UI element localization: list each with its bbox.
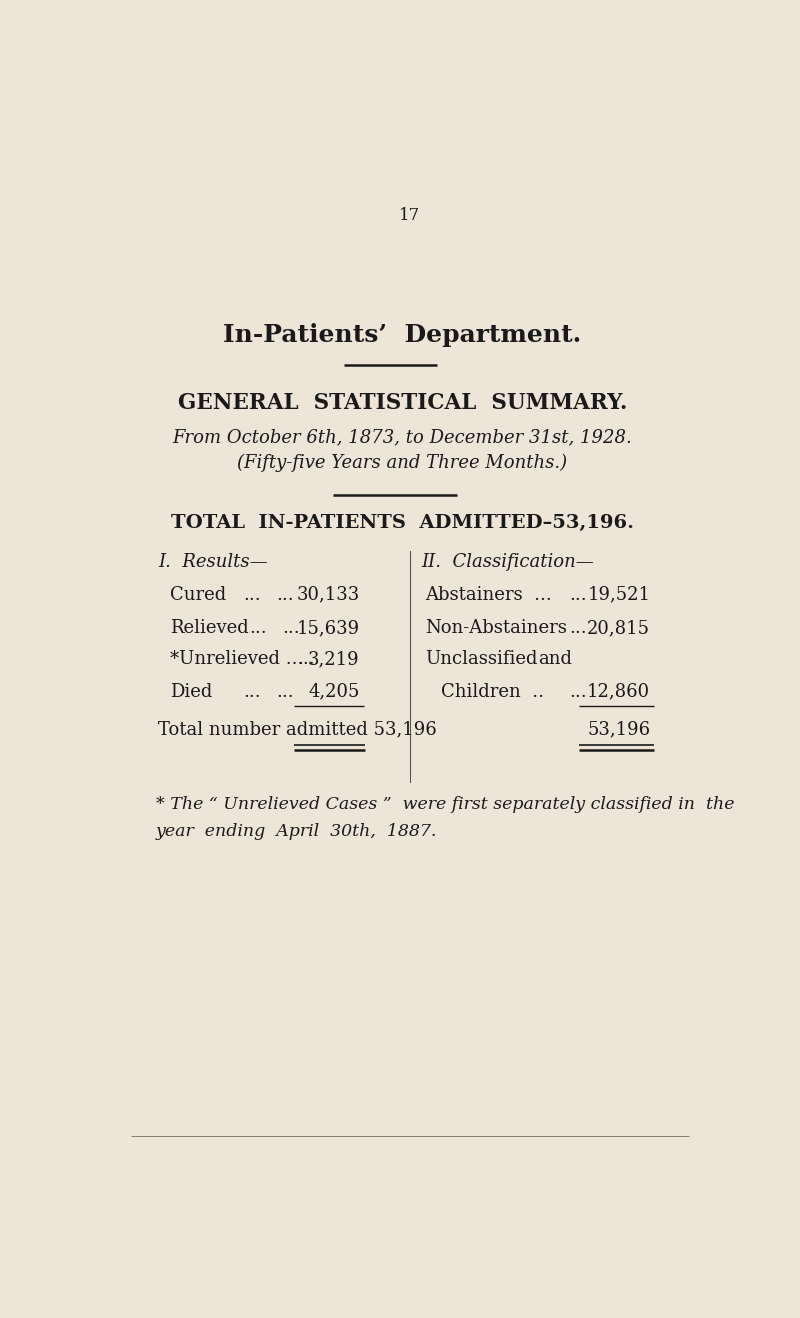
Text: TOTAL  IN-PATIENTS  ADMITTED–53,196.: TOTAL IN-PATIENTS ADMITTED–53,196. bbox=[170, 514, 634, 532]
Text: and: and bbox=[538, 650, 572, 668]
Text: From October 6th, 1873, to December 31st, 1928.: From October 6th, 1873, to December 31st… bbox=[172, 428, 632, 445]
Text: Abstainers  ...: Abstainers ... bbox=[426, 585, 552, 604]
Text: 4,205: 4,205 bbox=[308, 683, 360, 701]
Text: Unclassified: Unclassified bbox=[426, 650, 538, 668]
Text: ...: ... bbox=[243, 585, 261, 604]
Text: ...: ... bbox=[249, 619, 266, 637]
Text: Relieved: Relieved bbox=[170, 619, 249, 637]
Text: year  ending  April  30th,  1887.: year ending April 30th, 1887. bbox=[156, 824, 437, 841]
Text: (Fifty-five Years and Three Months.): (Fifty-five Years and Three Months.) bbox=[237, 453, 567, 472]
Text: I.  Results—: I. Results— bbox=[158, 554, 268, 572]
Text: 19,521: 19,521 bbox=[587, 585, 650, 604]
Text: In-Patients’  Department.: In-Patients’ Department. bbox=[223, 323, 582, 347]
Text: Cured: Cured bbox=[170, 585, 226, 604]
Text: ...: ... bbox=[277, 585, 294, 604]
Text: 3,219: 3,219 bbox=[308, 650, 360, 668]
Text: Total number admitted 53,196: Total number admitted 53,196 bbox=[158, 721, 437, 738]
Text: II.  Classification—: II. Classification— bbox=[422, 554, 594, 572]
Text: 12,860: 12,860 bbox=[587, 683, 650, 701]
Text: 30,133: 30,133 bbox=[296, 585, 360, 604]
Text: ...: ... bbox=[282, 619, 300, 637]
Text: GENERAL  STATISTICAL  SUMMARY.: GENERAL STATISTICAL SUMMARY. bbox=[178, 391, 627, 414]
Text: * The “ Unrelieved Cases ”  were first separately classified in  the: * The “ Unrelieved Cases ” were first se… bbox=[156, 796, 734, 813]
Text: Non-Abstainers: Non-Abstainers bbox=[426, 619, 567, 637]
Text: ...: ... bbox=[570, 585, 587, 604]
Text: ...: ... bbox=[298, 650, 315, 668]
Text: 53,196: 53,196 bbox=[587, 721, 650, 738]
Text: *Unrelieved ...: *Unrelieved ... bbox=[170, 650, 303, 668]
Text: ...: ... bbox=[570, 683, 587, 701]
Text: ...: ... bbox=[277, 683, 294, 701]
Text: ...: ... bbox=[570, 619, 587, 637]
Text: Died: Died bbox=[170, 683, 212, 701]
Text: ...: ... bbox=[243, 683, 261, 701]
Text: 15,639: 15,639 bbox=[297, 619, 360, 637]
Text: 17: 17 bbox=[399, 207, 421, 224]
Text: Children  ..: Children .. bbox=[441, 683, 544, 701]
Text: 20,815: 20,815 bbox=[587, 619, 650, 637]
